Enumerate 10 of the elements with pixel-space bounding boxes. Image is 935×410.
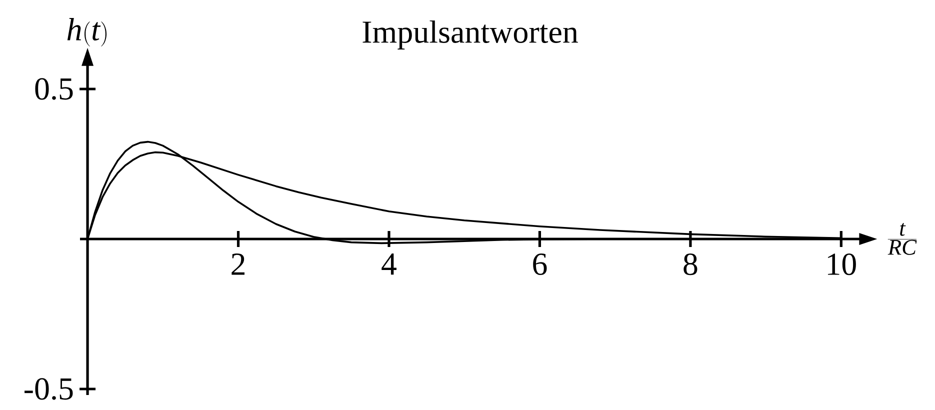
x-tick-label: 8 (684, 254, 698, 276)
y-axis-title: $h(t)$ (67, 18, 107, 46)
x-tick-label: 6 (533, 254, 547, 276)
y-tick-label: 0.5 (35, 78, 73, 100)
x-tick-label: 4 (382, 254, 396, 275)
x-axis-title: $\frac{t}{RC}$ (888, 223, 917, 255)
x-tick-label: 2 (232, 254, 244, 275)
x-tick-label: 10 (828, 254, 856, 276)
y-tick-label: -0.5 (24, 378, 73, 400)
chart-title: Impulsantworten (362, 20, 578, 50)
